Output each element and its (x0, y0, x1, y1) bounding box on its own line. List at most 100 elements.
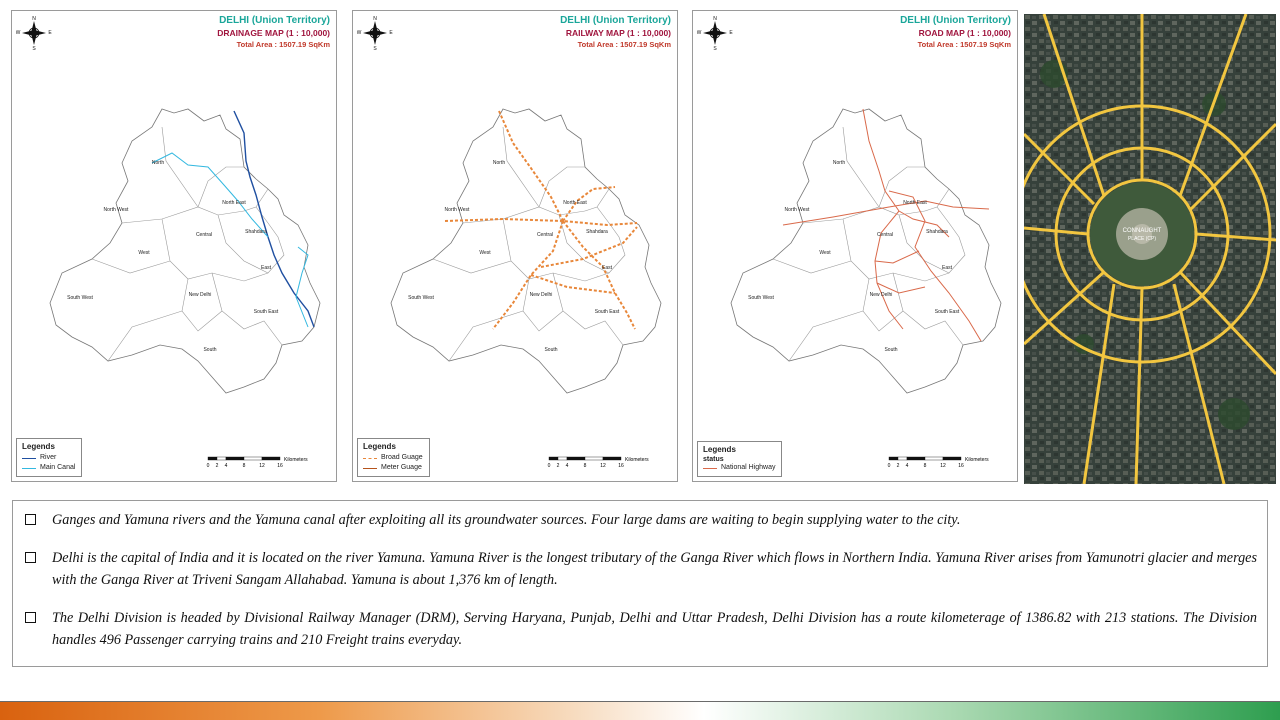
map-feature-line (295, 246, 309, 328)
bullet-item: The Delhi Division is headed by Division… (25, 607, 1257, 651)
district-label: Central (877, 232, 893, 238)
bullet-text: Delhi is the capital of India and it is … (52, 550, 1257, 588)
bullet-item: Delhi is the capital of India and it is … (25, 547, 1257, 591)
scale-tick-label: 12 (259, 463, 265, 469)
bullet-item: Ganges and Yamuna rivers and the Yamuna … (25, 509, 1257, 531)
map-feature-line (876, 282, 926, 294)
scale-tick-label: 16 (618, 463, 624, 469)
road-map-panel: N S E W DELHI (Union Territory) ROAD MAP (1 :… (692, 10, 1018, 482)
district-boundary (107, 310, 183, 362)
bullet-text: Ganges and Yamuna rivers and the Yamuna … (52, 512, 961, 528)
district-boundary (842, 218, 950, 282)
district-label: New Delhi (870, 292, 893, 298)
compass-n-label: N (713, 16, 717, 22)
district-boundary (502, 218, 610, 282)
district-label: South (544, 347, 557, 353)
scale-tick-label: 4 (566, 463, 569, 469)
scale-tick-label: 8 (924, 463, 927, 469)
district-label: Shahdara (586, 229, 608, 235)
compass-n-label: N (373, 16, 377, 22)
map-feature-line (898, 210, 950, 238)
scale-unit-label: Kilometers (965, 457, 989, 463)
district-label: North (152, 160, 164, 166)
delhi-district-map: North North West North East Shahdara Central… (49, 108, 321, 394)
map-feature-line (444, 217, 638, 227)
map-feature-line (874, 250, 920, 264)
compass-e-label: E (729, 30, 733, 36)
district-boundary (898, 206, 966, 274)
legend-item: Broad Guage (363, 453, 423, 463)
scale-unit-label: Kilometers (625, 457, 649, 463)
scale-tick-label: 16 (958, 463, 964, 469)
legend-swatch (22, 467, 36, 469)
legend-item: Meter Guage (363, 463, 423, 473)
district-boundary (211, 272, 283, 346)
district-label: New Delhi (530, 292, 553, 298)
delhi-outline (49, 108, 321, 394)
district-label: East (942, 265, 953, 271)
cp-label-line1: CONNAUGHT (1123, 228, 1162, 234)
district-boundary (161, 218, 269, 282)
map-total-area: Total Area : 1507.19 SqKm (236, 40, 330, 49)
legend-item: River (22, 453, 75, 463)
map-feature-line (530, 274, 616, 294)
district-label: South West (67, 295, 93, 301)
bullet-text: The Delhi Division is headed by Division… (52, 610, 1257, 648)
compass-rose-icon: N S E W (16, 16, 52, 51)
scale-tick-label: 2 (557, 463, 560, 469)
district-label: North West (104, 207, 130, 213)
map-feature-line (492, 220, 564, 330)
compass-n-label: N (32, 16, 36, 22)
district-label: Central (537, 232, 553, 238)
compass-e-label: E (389, 30, 393, 36)
compass-w-label: W (357, 30, 362, 36)
district-boundary (522, 278, 564, 332)
map-total-area: Total Area : 1507.19 SqKm (917, 40, 1011, 49)
district-label: Central (196, 232, 212, 238)
district-label: North East (563, 200, 587, 206)
legend-swatch (363, 457, 377, 459)
map-feature-line (862, 108, 900, 212)
map-legend: Legends River Main Canal (16, 438, 83, 477)
scale-unit-label: Kilometers (284, 457, 308, 463)
legend-title: Legends (22, 442, 55, 451)
district-label: South East (254, 309, 279, 315)
legend-label: Meter Guage (381, 464, 422, 471)
railway-map-panel: N S E W DELHI (Union Territory) RAILWAY MAP (… (352, 10, 678, 482)
district-boundary (842, 126, 880, 208)
tricolor-footer-band (0, 702, 1280, 720)
legend-label: River (40, 454, 57, 461)
scale-tick-label: 4 (225, 463, 228, 469)
legend-label: National Highway (721, 464, 776, 471)
district-boundary (91, 258, 171, 274)
scale-tick-label: 8 (243, 463, 246, 469)
district-label: West (138, 250, 150, 256)
district-label: North West (785, 207, 811, 213)
map-header: DELHI (Union Territory) ROAD MAP (1 : 10,… (900, 15, 1011, 51)
district-boundary (181, 278, 223, 332)
map-title: DELHI (Union Territory) (219, 15, 330, 26)
map-feature-line (874, 210, 904, 330)
compass-w-label: W (697, 30, 702, 36)
checkbox-bullet-icon (25, 514, 36, 525)
checkbox-bullet-icon (25, 612, 36, 623)
map-title: DELHI (Union Territory) (900, 15, 1011, 26)
district-label: South East (595, 309, 620, 315)
delhi-outline (730, 108, 1002, 394)
district-label: Shahdara (926, 229, 948, 235)
district-label: South East (935, 309, 960, 315)
map-feature-line (562, 186, 616, 222)
district-boundary (862, 278, 904, 332)
district-boundary (448, 310, 524, 362)
legend-title: Legends (363, 442, 396, 451)
compass-s-label: S (713, 46, 717, 51)
district-label: North West (445, 207, 471, 213)
district-label: North (833, 160, 845, 166)
district-boundary (538, 166, 585, 208)
district-boundary (161, 126, 199, 208)
scale-tick-label: 2 (216, 463, 219, 469)
district-label: South West (748, 295, 774, 301)
